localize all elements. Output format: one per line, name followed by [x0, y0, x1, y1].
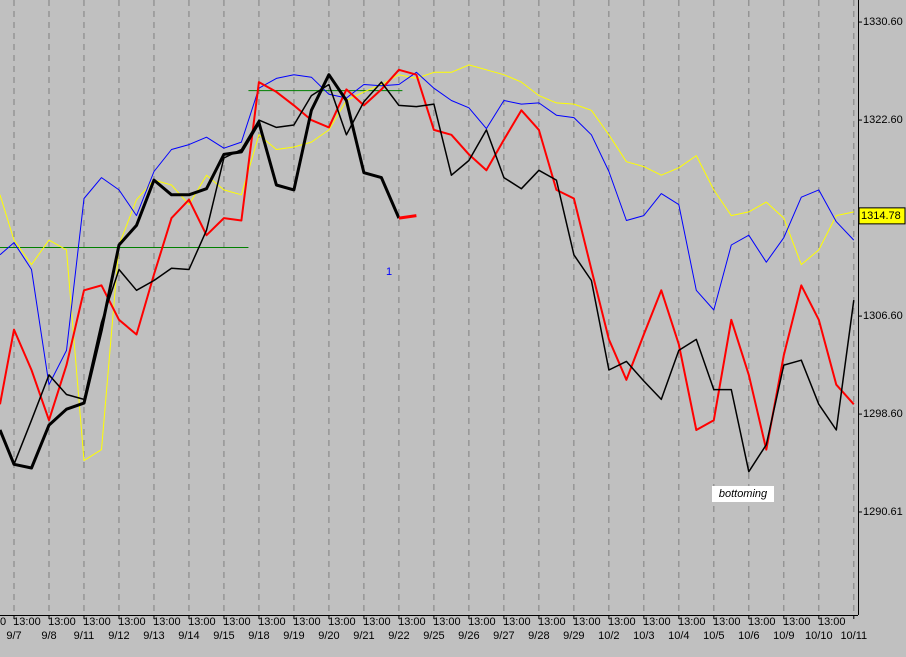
y-tick-label: 1322.60: [863, 114, 903, 126]
y-tick-label: 1330.60: [863, 16, 903, 28]
annotation: bottoming: [719, 488, 768, 500]
x-tick-label: 9/11: [74, 630, 95, 642]
x-tick-label: 9/20: [318, 630, 339, 642]
time-label: 13:00: [118, 616, 146, 628]
x-tick-label: 9/7: [6, 630, 21, 642]
annotation: 1: [386, 266, 392, 278]
x-tick-label: 10/9: [773, 630, 794, 642]
time-label: 13:00: [538, 616, 566, 628]
time-label: 13:00: [83, 616, 111, 628]
y-tick-label: 1290.61: [863, 506, 903, 518]
x-tick-label: 10/10: [805, 630, 833, 642]
time-label: 13:00: [48, 616, 76, 628]
time-label: 13:00: [363, 616, 391, 628]
x-tick-label: 9/8: [41, 630, 56, 642]
x-tick-label: 10/4: [668, 630, 689, 642]
time-label: 13:00: [608, 616, 636, 628]
time-label: 13:00: [258, 616, 286, 628]
time-label: 13:00: [818, 616, 846, 628]
time-label: 13:00: [713, 616, 741, 628]
x-tick-label: 9/21: [353, 630, 374, 642]
time-label: 13:00: [328, 616, 356, 628]
x-tick-label: 9/12: [108, 630, 129, 642]
x-tick-label: 9/14: [178, 630, 199, 642]
time-label: 13:00: [643, 616, 671, 628]
time-label: 13:00: [223, 616, 251, 628]
last-value-label: 1314.78: [861, 210, 901, 222]
time-label: 13:00: [293, 616, 321, 628]
x-tick-label: 9/13: [143, 630, 164, 642]
x-tick-label: 9/15: [213, 630, 234, 642]
time-label: 13:00: [678, 616, 706, 628]
x-tick-label: 10/6: [738, 630, 759, 642]
x-tick-label: 9/26: [458, 630, 479, 642]
time-label: 13:00: [783, 616, 811, 628]
x-tick-label: 9/28: [528, 630, 549, 642]
series-line: [0, 68, 855, 451]
series-line: [0, 71, 855, 386]
x-tick-label: 9/22: [388, 630, 409, 642]
time-label: 13:00: [748, 616, 776, 628]
x-tick-label: 10/3: [633, 630, 654, 642]
y-tick-label: 1298.60: [863, 408, 903, 420]
x-tick-label: 10/2: [598, 630, 619, 642]
y-tick-label: 1306.60: [863, 310, 903, 322]
series-line: [398, 214, 417, 220]
time-label: 13:00: [13, 616, 41, 628]
x-tick-label: 9/18: [248, 630, 269, 642]
last-value-badge: [858, 207, 906, 225]
x-tick-label: 9/27: [493, 630, 514, 642]
time-label: 13:00: [153, 616, 181, 628]
x-tick-label: 9/19: [283, 630, 304, 642]
x-tick-label: 10/5: [703, 630, 724, 642]
series-line: [0, 73, 401, 470]
series-line: [0, 81, 855, 473]
time-label: 13:00: [433, 616, 461, 628]
time-label: 13:00: [468, 616, 496, 628]
time-label: 13:00: [188, 616, 216, 628]
time-label: 13:00: [398, 616, 426, 628]
time-label: 13:00: [573, 616, 601, 628]
series-line: [0, 64, 854, 462]
x-tick-label: 9/29: [563, 630, 584, 642]
x-tick-label: 9/25: [423, 630, 444, 642]
time-label: 0: [0, 616, 6, 628]
annotation-box: [712, 486, 774, 502]
x-tick-label: 10/11: [840, 630, 867, 642]
time-label: 13:00: [503, 616, 531, 628]
